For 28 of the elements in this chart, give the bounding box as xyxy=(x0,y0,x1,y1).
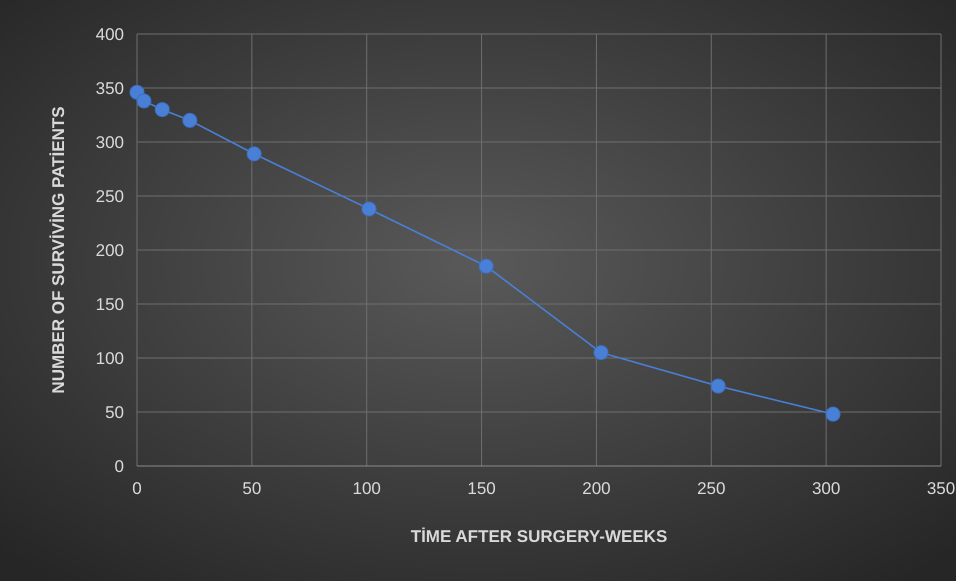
x-tick-label: 100 xyxy=(352,479,381,498)
y-tick-label: 50 xyxy=(105,402,124,422)
point xyxy=(594,345,609,360)
x-tick-label: 300 xyxy=(812,479,840,498)
y-tick-label: 100 xyxy=(96,348,124,368)
point xyxy=(182,112,198,128)
y-tick-label: 200 xyxy=(96,240,124,260)
y-tick-label: 0 xyxy=(114,456,124,476)
point xyxy=(710,378,726,394)
point xyxy=(362,201,377,216)
point xyxy=(154,102,170,118)
x-axis-title: TİME AFTER SURGERY-WEEKS xyxy=(410,527,668,546)
y-tick-label: 250 xyxy=(96,186,124,206)
x-tick-label: 250 xyxy=(697,479,726,498)
y-tick-label: 150 xyxy=(96,294,124,314)
point xyxy=(826,406,841,422)
y-tick-label: 350 xyxy=(96,78,124,98)
x-tick-label: 350 xyxy=(926,479,956,498)
x-tick-label: 150 xyxy=(467,479,496,498)
y-tick-label: 400 xyxy=(96,24,124,44)
x-tick-label: 50 xyxy=(242,479,262,498)
point xyxy=(478,258,494,274)
point xyxy=(246,146,262,162)
y-tick-label: 300 xyxy=(96,132,124,152)
x-tick-label: 0 xyxy=(132,479,142,498)
y-axis-title: NUMBER OF SURVİVİNG PATİENTS xyxy=(49,106,68,394)
x-tick-label: 200 xyxy=(582,479,611,498)
point xyxy=(136,93,152,108)
